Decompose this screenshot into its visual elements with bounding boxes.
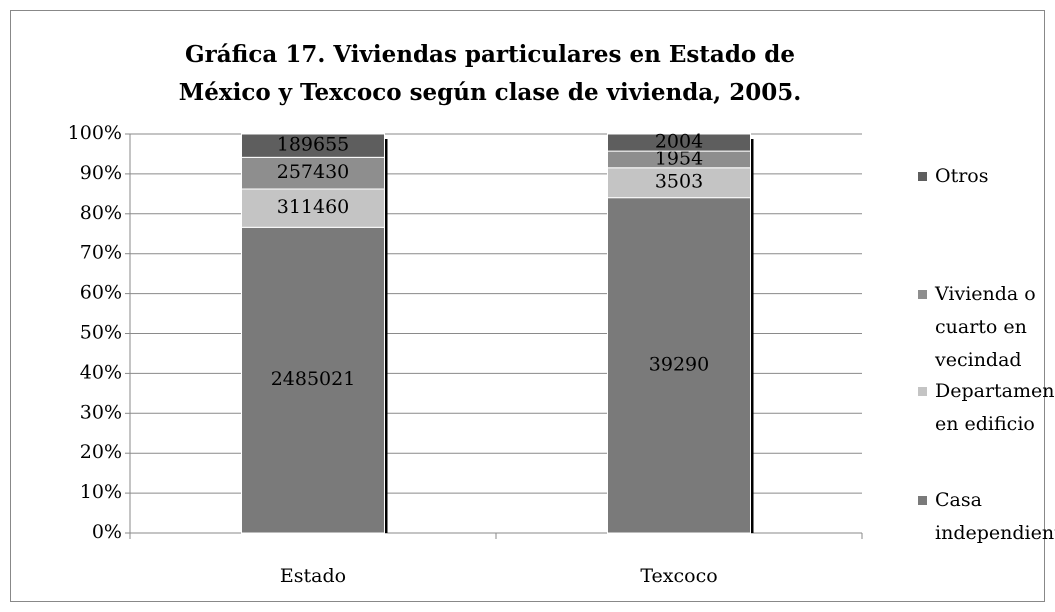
data-label: 189655 <box>277 134 350 156</box>
data-label: 2485021 <box>271 368 356 390</box>
x-tick-label: Estado <box>280 565 346 587</box>
y-tick-label: 60% <box>80 282 122 304</box>
bar-segment <box>241 156 385 190</box>
y-tick-label: 30% <box>80 401 122 423</box>
legend-swatch <box>918 387 927 396</box>
legend-label: Casa independiente <box>935 489 1055 544</box>
data-label: 39290 <box>649 353 709 375</box>
y-tick-label: 10% <box>80 481 122 503</box>
y-tick-label: 70% <box>80 242 122 264</box>
y-tick-label: 80% <box>80 202 122 224</box>
data-label: 2004 <box>655 131 703 153</box>
y-tick-label: 20% <box>80 441 122 463</box>
bar-segment <box>241 188 385 228</box>
data-label: 311460 <box>277 196 350 218</box>
y-tick-label: 90% <box>80 162 122 184</box>
y-tick-label: 40% <box>80 361 122 383</box>
y-tick-label: 0% <box>92 521 122 543</box>
chart-title: Gráfica 17. Viviendas particulares en Es… <box>178 41 802 106</box>
data-label: 1954 <box>655 147 703 169</box>
bar-segment <box>607 133 751 152</box>
y-tick-label: 50% <box>80 322 122 344</box>
legend-swatch <box>918 172 927 181</box>
bar-segment <box>607 167 751 199</box>
chart-frame <box>10 10 1045 602</box>
legend-label: Otros <box>935 165 989 187</box>
data-label: 3503 <box>655 171 703 193</box>
bar-segment <box>241 133 385 158</box>
legend-label: Departamento en edificio <box>935 380 1055 435</box>
data-label: 257430 <box>277 161 350 183</box>
legend-label: Vivienda o cuarto en vecindad <box>935 283 1036 371</box>
y-tick-label: 100% <box>68 122 122 144</box>
bar-segment <box>241 226 385 534</box>
bar-shadow <box>750 139 754 533</box>
legend-swatch <box>918 496 927 505</box>
x-tick-label: Texcoco <box>640 565 717 587</box>
bar-shadow <box>384 139 388 533</box>
legend-swatch <box>918 290 927 299</box>
bar-segment <box>607 197 751 534</box>
